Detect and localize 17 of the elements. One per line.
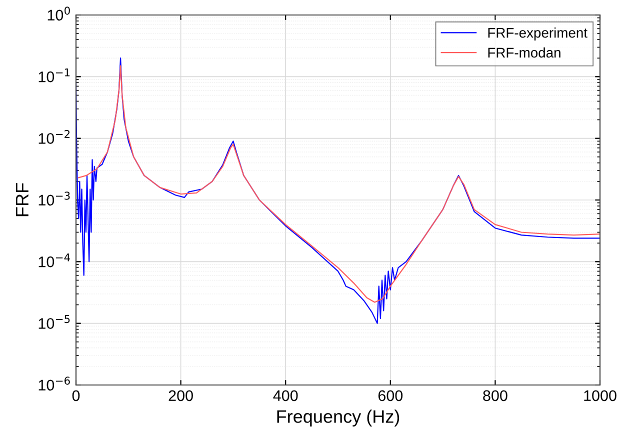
x-tick-label: 400 (273, 390, 298, 402)
y-axis-title: FRF (16, 183, 28, 216)
x-tick-label: 200 (168, 390, 193, 402)
y-tick-label: 10$^{−2}$ (38, 130, 70, 144)
y-tick-label: 10$^{−5}$ (38, 315, 70, 329)
legend-label: FRF-experiment (488, 28, 588, 40)
y-tick-label: 10$^{0}$ (48, 6, 70, 21)
legend-label: FRF-modan (488, 47, 560, 58)
x-tick-label: 0 (72, 390, 80, 402)
x-tick-label: 600 (378, 390, 403, 402)
y-tick-label: 10$^{−1}$ (38, 68, 70, 82)
x-axis-title: Frequency (Hz) (277, 410, 400, 426)
y-tick-label: 10$^{−6}$ (38, 376, 70, 391)
x-tick-label: 1000 (584, 390, 616, 402)
y-tick-label: 10$^{−4}$ (38, 253, 70, 268)
y-tick-label: 10$^{−3}$ (38, 192, 70, 206)
x-tick-label: 800 (483, 390, 508, 402)
